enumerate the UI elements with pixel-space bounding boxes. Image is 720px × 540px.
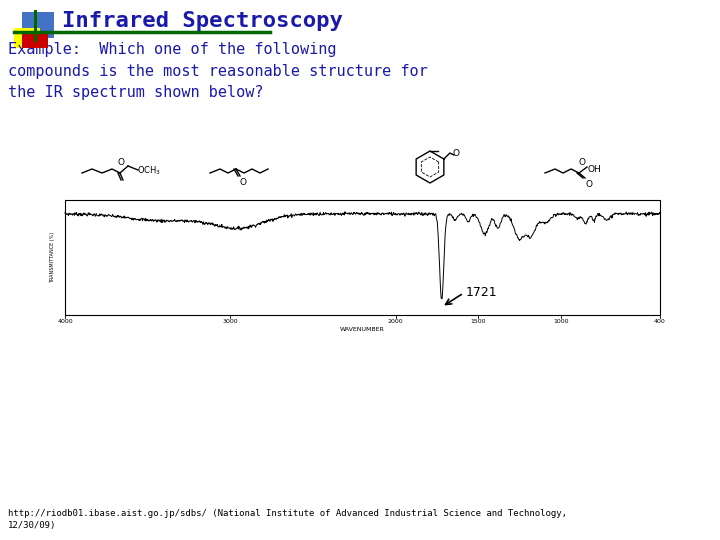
Text: O: O [239,178,246,187]
Text: O: O [453,149,460,158]
Text: 1500: 1500 [470,319,486,324]
Text: 1721: 1721 [466,287,498,300]
Text: 2000: 2000 [388,319,403,324]
Text: TRANSMITTANCE (%): TRANSMITTANCE (%) [50,232,55,283]
Text: Infrared Spectroscopy: Infrared Spectroscopy [62,11,343,31]
Text: O: O [117,158,125,167]
Bar [14,28,40,48]
Text: O: O [578,158,585,167]
Text: OH: OH [588,165,602,174]
Text: OCH$_3$: OCH$_3$ [137,165,161,177]
Text: 400: 400 [654,319,666,324]
Text: 4000: 4000 [57,319,73,324]
Bar [22,34,48,48]
Text: O: O [585,180,592,189]
Text: 3000: 3000 [222,319,238,324]
Bar [34,10,37,42]
Text: Example:  Which one of the following
compounds is the most reasonable structure : Example: Which one of the following comp… [8,42,428,100]
Text: http://riodb01.ibase.aist.go.jp/sdbs/ (National Institute of Advanced Industrial: http://riodb01.ibase.aist.go.jp/sdbs/ (N… [8,509,567,530]
Bar [22,12,54,38]
Bar [65,200,660,315]
Text: 1000: 1000 [553,319,569,324]
Text: WAVENUMBER: WAVENUMBER [340,327,385,332]
